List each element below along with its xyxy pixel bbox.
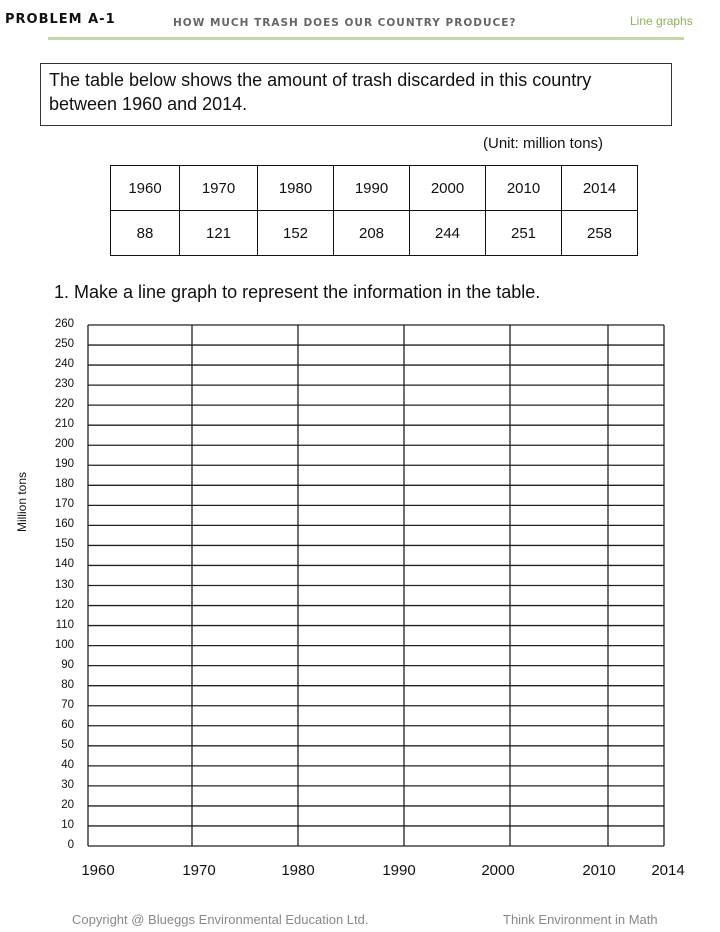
y-tick-label: 170 [54, 498, 74, 511]
copyright: Copyright @ Blueggs Environmental Educat… [72, 912, 369, 927]
y-tick-label: 250 [54, 338, 74, 351]
y-tick-label: 220 [54, 398, 74, 411]
y-tick-label: 40 [61, 758, 74, 771]
y-tick-label: 110 [55, 618, 74, 631]
header-divider [48, 37, 684, 40]
y-tick-label: 70 [61, 698, 74, 711]
y-tick-label: 140 [54, 558, 74, 571]
x-tick-label: 2010 [582, 862, 616, 879]
y-tick-label: 180 [54, 478, 74, 491]
unit-label: (Unit: million tons) [483, 135, 604, 152]
y-tick-label: 130 [54, 578, 74, 591]
problem-number: PROBLEM A-1 [5, 12, 116, 27]
x-tick-label: 2000 [481, 862, 515, 879]
table-cell-year: 2010 [485, 165, 562, 211]
y-tick-label: 240 [54, 358, 74, 371]
table-cell-value: 152 [257, 210, 334, 256]
y-tick-label: 230 [54, 378, 74, 391]
y-tick-label: 0 [67, 839, 74, 851]
x-tick-label: 1990 [382, 862, 416, 879]
y-tick-label: 200 [54, 438, 74, 451]
problem-title: HOW MUCH TRASH DOES OUR COUNTRY PRODUCE? [173, 17, 517, 29]
intro-box: The table below shows the amount of tras… [40, 63, 672, 126]
data-table: 1960 1970 1980 1990 2000 2010 2014 88 121 152 208… [110, 165, 638, 256]
table-cell-value: 208 [333, 210, 410, 256]
x-tick-label: 1960 [81, 862, 115, 879]
tagline: Think Environment in Math [503, 912, 658, 927]
y-tick-label: 100 [54, 638, 74, 651]
topic-label: Line graphs [630, 14, 693, 28]
table-row-values: 88 121 152 208 244 251 258 [110, 210, 638, 256]
y-tick-label: 260 [54, 318, 74, 330]
x-tick-label: 2014 [651, 862, 685, 879]
y-tick-label: 20 [61, 798, 74, 811]
table-cell-value: 244 [409, 210, 486, 256]
table-cell-year: 2000 [409, 165, 486, 211]
table-cell-year: 2014 [561, 165, 638, 211]
x-tick-label: 1980 [281, 862, 315, 879]
y-tick-label: 50 [61, 738, 74, 751]
y-tick-label: 80 [61, 678, 74, 691]
y-tick-label: 190 [54, 458, 74, 471]
y-tick-label: 90 [61, 658, 74, 671]
y-tick-label: 60 [61, 718, 74, 731]
table-cell-value: 88 [110, 210, 180, 256]
table-cell-value: 258 [561, 210, 638, 256]
question-1: 1. Make a line graph to represent the in… [54, 282, 541, 302]
y-tick-label: 210 [54, 418, 74, 431]
x-tick-label: 1970 [182, 862, 216, 879]
y-tick-label: 10 [61, 818, 74, 831]
y-tick-label: 160 [54, 518, 74, 531]
y-tick-label: 150 [54, 538, 74, 551]
y-tick-label: 120 [54, 598, 74, 611]
y-tick-label: 30 [61, 778, 74, 791]
